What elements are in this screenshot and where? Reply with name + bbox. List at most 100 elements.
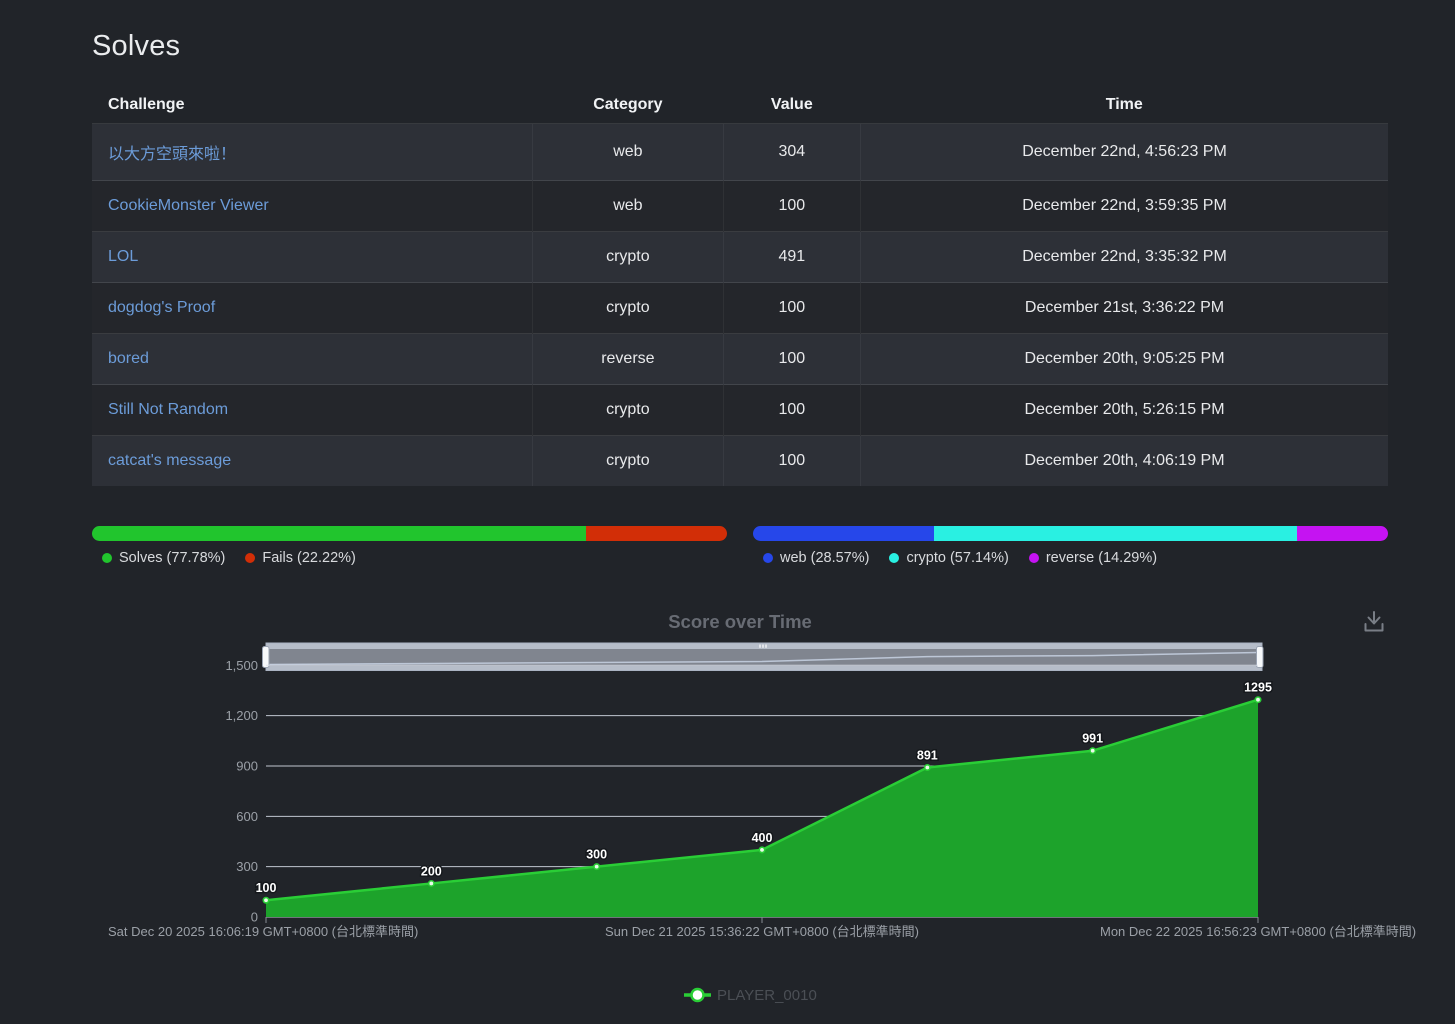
category-cell: crypto xyxy=(532,231,724,283)
datazoom-window[interactable] xyxy=(266,649,1262,666)
time-cell: December 20th, 5:26:15 PM xyxy=(860,384,1388,436)
data-point-label: 200 xyxy=(421,864,442,878)
challenge-cell: dogdog's Proof xyxy=(92,282,533,334)
y-axis-label: 600 xyxy=(236,809,258,824)
category-cell: crypto xyxy=(532,384,724,436)
value-cell: 100 xyxy=(722,435,861,486)
data-point-label: 400 xyxy=(752,831,773,845)
data-point-label: 991 xyxy=(1082,732,1103,746)
data-point[interactable] xyxy=(262,896,270,904)
solves-table: Challenge Category Value Time 以大方空頭來啦！ web 30… xyxy=(92,87,1388,486)
category-cell: crypto xyxy=(532,435,724,486)
y-axis-label: 1,200 xyxy=(225,708,258,723)
score-area xyxy=(266,699,1258,917)
col-header-category: Category xyxy=(593,96,663,113)
challenge-link[interactable]: LOL xyxy=(108,248,139,265)
value-cell: 304 xyxy=(722,123,861,181)
datazoom-bottom-band[interactable] xyxy=(266,666,1262,671)
solve-ratio-legend: Solves (77.78%) Fails (22.22%) xyxy=(102,550,727,566)
legend-label: reverse (14.29%) xyxy=(1045,550,1158,566)
datazoom-handle-left[interactable] xyxy=(262,646,270,668)
x-axis-label: Mon Dec 22 2025 16:56:23 GMT+0800 (台北標準時… xyxy=(1100,924,1416,939)
time-cell: December 22nd, 3:59:35 PM xyxy=(860,180,1388,232)
download-icon[interactable] xyxy=(1364,611,1384,632)
challenge-link[interactable]: Still Not Random xyxy=(108,401,229,418)
table-row: catcat's message crypto 100 December 20th, … xyxy=(92,435,1388,486)
solve-ratio-chart: Solves (77.78%) Fails (22.22%) xyxy=(92,526,727,566)
solve-ratio-legend-item-solves[interactable]: Solves (77.78%) xyxy=(102,550,225,566)
data-point[interactable] xyxy=(758,846,766,854)
challenge-cell: CookieMonster Viewer xyxy=(92,180,533,232)
time-cell: December 21st, 3:36:22 PM xyxy=(860,282,1388,334)
score-chart-canvas[interactable]: Score over Time 0 300 600 900 1,200 1,500 100 2… xyxy=(0,602,1455,1022)
category-ratio-segment-web xyxy=(753,526,935,541)
data-point[interactable] xyxy=(1254,696,1262,704)
category-cell: web xyxy=(532,123,724,181)
ratio-bars-row: Solves (77.78%) Fails (22.22%) web (28.57… xyxy=(92,526,1388,566)
score-over-time-chart[interactable]: Score over Time 0 300 600 900 1,200 1,500 100 2… xyxy=(0,602,1455,1022)
category-ratio-chart: web (28.57%) crypto (57.14%) reverse (14.2… xyxy=(753,526,1388,566)
challenge-link[interactable]: bored xyxy=(108,350,149,367)
challenge-link[interactable]: CookieMonster Viewer xyxy=(108,197,269,214)
col-header-value: Value xyxy=(770,96,813,113)
datazoom-top-band[interactable] xyxy=(266,643,1262,649)
x-axis-label: Sun Dec 21 2025 15:36:22 GMT+0800 (台北標準時… xyxy=(605,924,919,939)
category-cell: crypto xyxy=(532,282,724,334)
table-header-row: Challenge Category Value Time xyxy=(92,87,1388,124)
data-point[interactable] xyxy=(1089,747,1097,755)
table-row: CookieMonster Viewer web 100 December 22nd,… xyxy=(92,180,1388,232)
legend-dot-icon xyxy=(102,553,112,563)
category-ratio-segment-crypto xyxy=(934,526,1298,541)
table-row: dogdog's Proof crypto 100 December 21st, 3:… xyxy=(92,282,1388,334)
challenge-link[interactable]: 以大方空頭來啦！ xyxy=(108,146,237,163)
challenge-cell: LOL xyxy=(92,231,533,283)
solve-ratio-bar xyxy=(92,526,727,541)
challenge-cell: catcat's message xyxy=(92,435,533,486)
challenge-cell: Still Not Random xyxy=(92,384,533,436)
category-cell: web xyxy=(532,180,724,232)
table-row: 以大方空頭來啦！ web 304 December 22nd, 4:56:23 PM xyxy=(92,123,1388,181)
table-row: LOL crypto 491 December 22nd, 3:35:32 PM xyxy=(92,231,1388,283)
legend-label: Fails (22.22%) xyxy=(262,550,356,566)
challenge-link[interactable]: dogdog's Proof xyxy=(108,299,216,316)
category-ratio-legend-item-reverse[interactable]: reverse (14.29%) xyxy=(1028,550,1158,566)
datazoom-slider[interactable] xyxy=(262,642,1264,671)
legend-dot-icon xyxy=(889,553,900,563)
legend-series-name: PLAYER_0010 xyxy=(717,987,817,1004)
y-axis-label: 900 xyxy=(236,758,258,773)
solve-ratio-segment-fails xyxy=(585,526,727,541)
legend-dot-icon xyxy=(1028,553,1039,563)
col-header-time: Time xyxy=(1105,96,1143,113)
legend-dot-icon xyxy=(245,553,256,563)
data-point[interactable] xyxy=(923,763,931,771)
datazoom-data-shadow xyxy=(265,651,1259,666)
solve-ratio-segment-solves xyxy=(92,526,586,541)
data-point-label: 1295 xyxy=(1244,681,1272,695)
value-cell: 100 xyxy=(722,180,861,232)
x-axis-label: Sat Dec 20 2025 16:06:19 GMT+0800 (台北標準時… xyxy=(108,924,418,939)
category-ratio-bar xyxy=(753,526,1388,541)
y-axis-label: 1,500 xyxy=(225,658,258,673)
data-point[interactable] xyxy=(427,879,435,887)
challenge-link[interactable]: catcat's message xyxy=(108,452,232,469)
solve-ratio-legend-item-fails[interactable]: Fails (22.22%) xyxy=(245,550,356,566)
time-cell: December 20th, 9:05:25 PM xyxy=(860,333,1388,385)
category-ratio-legend: web (28.57%) crypto (57.14%) reverse (14.2… xyxy=(763,550,1388,566)
data-point-label: 100 xyxy=(256,881,277,895)
challenge-cell: bored xyxy=(92,333,533,385)
time-cell: December 20th, 4:06:19 PM xyxy=(860,435,1388,486)
category-ratio-legend-item-crypto[interactable]: crypto (57.14%) xyxy=(889,550,1009,566)
value-cell: 100 xyxy=(722,282,861,334)
legend-dot-icon xyxy=(763,553,773,563)
data-point[interactable] xyxy=(593,863,601,871)
data-point-label: 891 xyxy=(917,748,938,762)
legend-label: crypto (57.14%) xyxy=(906,550,1009,566)
datazoom-handle-right[interactable] xyxy=(1256,646,1264,668)
challenge-cell: 以大方空頭來啦！ xyxy=(92,123,533,181)
datazoom-move-grip-icon[interactable] xyxy=(759,644,767,648)
solves-table-container: Challenge Category Value Time 以大方空頭來啦！ web 30… xyxy=(92,87,1388,486)
category-ratio-legend-item-web[interactable]: web (28.57%) xyxy=(763,550,869,566)
y-axis-label: 0 xyxy=(251,910,258,925)
series-legend-item[interactable]: PLAYER_0010 xyxy=(684,987,817,1004)
